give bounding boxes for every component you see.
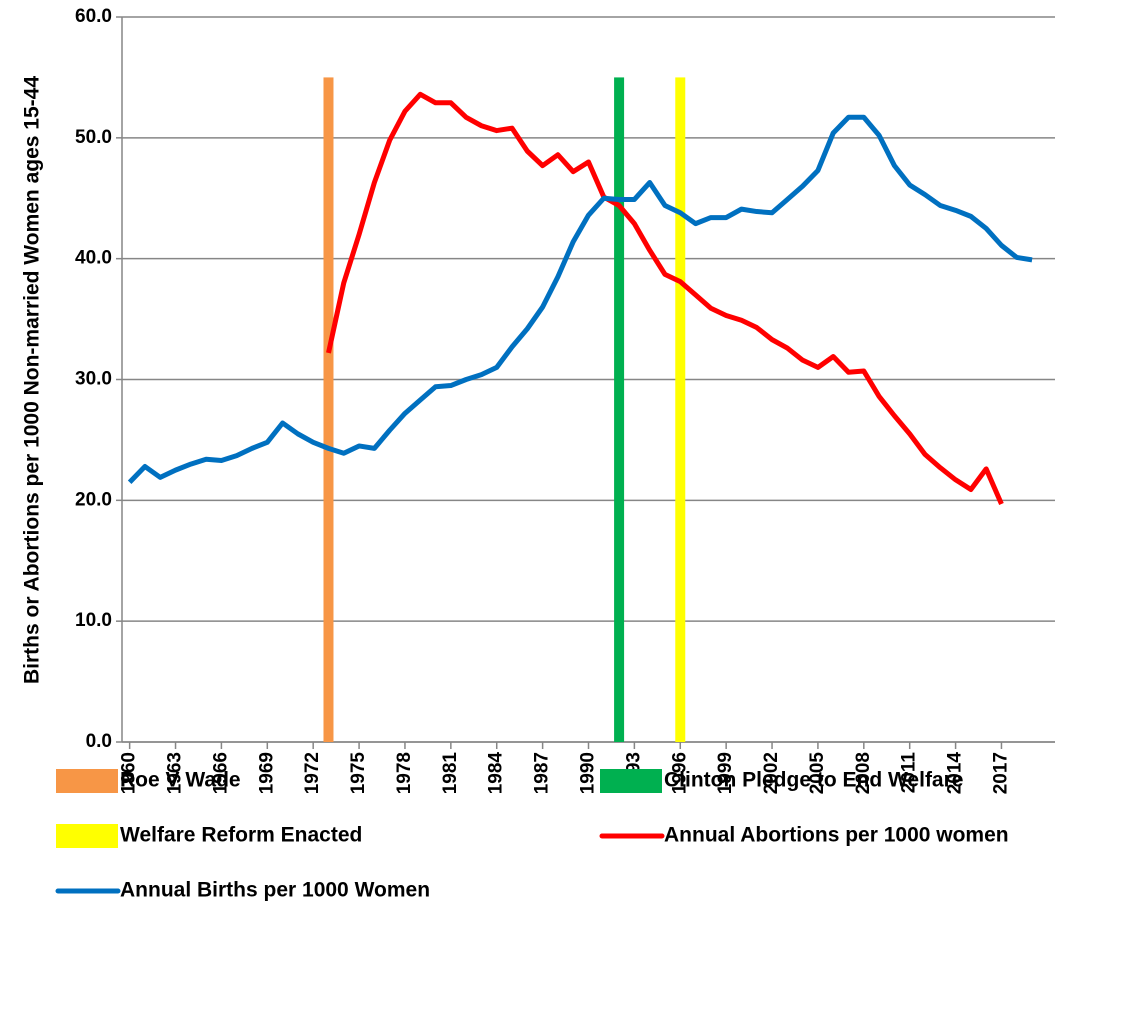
x-tick-label: 2017 <box>990 752 1011 794</box>
legend-label: Clinton Pledge to End Welfare <box>664 769 963 792</box>
x-tick-label: 2008 <box>853 752 874 794</box>
y-tick-label: 20.0 <box>75 489 112 510</box>
x-tick-label: 1960 <box>119 752 140 794</box>
series-line <box>326 91 1004 505</box>
legend-swatch <box>56 769 118 793</box>
x-tick-label: 1996 <box>669 752 690 794</box>
x-tick-label: 1984 <box>486 752 507 795</box>
x-tick-label: 1981 <box>440 752 461 795</box>
event-bar <box>323 77 334 742</box>
event-bar <box>675 77 686 742</box>
x-tick-label: 1969 <box>256 752 277 794</box>
legend-swatch <box>600 769 662 793</box>
y-tick-label: 50.0 <box>75 127 112 148</box>
x-tick-label: 1990 <box>578 752 599 794</box>
x-tick-label: 1975 <box>348 752 369 795</box>
y-tick-label: 10.0 <box>75 610 112 631</box>
series-line <box>127 114 1033 484</box>
x-tick-label: 1972 <box>302 752 323 794</box>
y-tick-label: 30.0 <box>75 369 112 390</box>
x-tick-label: 2014 <box>945 752 966 795</box>
legend-label: Annual Abortions per 1000 women <box>664 824 1009 847</box>
x-tick-label: 1978 <box>394 752 415 794</box>
x-tick-label: 1963 <box>165 752 186 794</box>
x-tick-label: 1966 <box>210 752 231 794</box>
legend-label: Welfare Reform Enacted <box>120 824 362 847</box>
y-tick-label: 60.0 <box>75 6 112 27</box>
x-tick-label: 2005 <box>807 752 828 795</box>
y-tick-label: 0.0 <box>86 731 112 752</box>
x-tick-label: 1987 <box>532 752 553 794</box>
legend-swatch <box>56 824 118 848</box>
y-tick-label: 40.0 <box>75 248 112 269</box>
legend-label: Annual Births per 1000 Women <box>120 879 430 902</box>
y-axis-label: Births or Abortions per 1000 Non-married… <box>21 76 44 684</box>
x-tick-label: 2002 <box>761 752 782 794</box>
x-tick-label: 1999 <box>715 752 736 794</box>
x-tick-label: 2011 <box>899 752 920 794</box>
event-bar <box>614 77 625 742</box>
legend-label: Roe V Wade <box>120 769 241 792</box>
